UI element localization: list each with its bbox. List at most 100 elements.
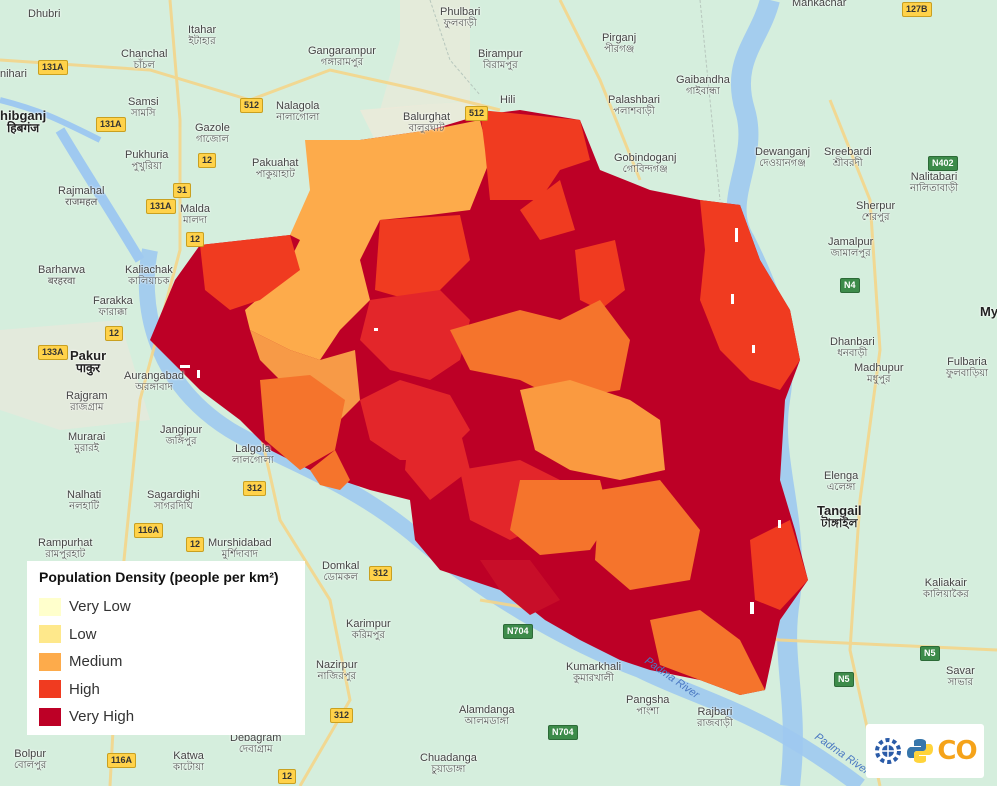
logo-text: CO — [937, 736, 977, 766]
gear-globe-icon — [875, 738, 902, 764]
place-label: Gazole গাজোল — [195, 122, 230, 145]
legend-swatch — [39, 707, 61, 726]
place-label: Pakuahat পাকুয়াহাট — [252, 157, 299, 180]
place-label: Nalagola নালাগোলা — [276, 100, 320, 123]
place-label: Debagram দেবাগ্রাম — [230, 732, 282, 755]
place-label: Lalgola লালগোলা — [232, 443, 274, 466]
place-label: Dewanganj দেওয়ানগঞ্জ — [755, 146, 811, 169]
place-label: Farakka ফারাক্কা — [93, 295, 133, 318]
legend-item: Very Low — [39, 593, 293, 621]
road-shield: N5 — [834, 672, 854, 687]
place-label: Pukhuria পুখুরিয়া — [125, 149, 169, 172]
place-label: Fulbaria ফুলবাড়িয়া — [946, 356, 989, 379]
road-shield: 131A — [146, 199, 176, 214]
place-label: Sreebardi শ্রীবরদী — [824, 146, 872, 169]
road-shield: N402 — [928, 156, 958, 171]
place-label: Gaibandha গাইবান্ধা — [676, 74, 730, 97]
place-label: Madhupur মধুপুর — [854, 362, 904, 385]
place-label: Alamdanga আলমডাঙ্গা — [459, 704, 515, 727]
road-shield: 31 — [173, 183, 192, 198]
legend-item: High — [39, 676, 293, 704]
place-label: Birampur বিরামপুর — [478, 48, 523, 71]
road-shield: 12 — [105, 326, 124, 341]
place-label-major: hibganj हिबगंज — [0, 108, 47, 135]
road-shield: 512 — [240, 98, 264, 113]
legend-swatch — [39, 625, 61, 644]
road-shield: 12 — [186, 232, 205, 247]
place-label: Gangarampur গঙ্গারামপুর — [308, 45, 376, 68]
place-label: Jangipur জঙ্গিপুর — [160, 424, 203, 447]
road-shield: 131A — [38, 60, 68, 75]
map-legend: Population Density (people per km²) Very… — [27, 561, 305, 735]
road-shield: N704 — [503, 624, 533, 639]
road-shield: 312 — [330, 708, 354, 723]
place-label: Pirganj পীরগঞ্জ — [602, 32, 637, 55]
road-shield: 12 — [186, 537, 205, 552]
place-label: Pangsha পাংশা — [626, 694, 670, 717]
place-label: Karimpur করিমপুর — [346, 618, 391, 641]
place-label: Gobindoganj গোবিন্দগঞ্জ — [614, 152, 677, 175]
legend-label: Low — [69, 625, 97, 643]
legend-swatch — [39, 597, 61, 616]
density-layer — [150, 110, 808, 695]
place-label: Mankachar — [792, 0, 847, 9]
place-label: Rampurhat রামপুরহাট — [38, 537, 93, 560]
place-label: Barharwa बरहरवा — [38, 264, 86, 287]
place-label: Rajmahal राजमहल — [58, 185, 105, 208]
place-label: Bolpur বোলপুর — [14, 748, 47, 771]
place-label: Hili — [500, 94, 516, 106]
legend-swatch — [39, 652, 61, 671]
place-label: Jamalpur জামালপুর — [828, 236, 874, 259]
legend-label: High — [69, 680, 100, 698]
place-label: Aurangabad অরঙ্গাবাদ — [124, 370, 184, 393]
place-label: Sagardighi সাগরদিঘি — [147, 489, 200, 512]
road-shield: 512 — [465, 106, 489, 121]
place-label: Nalitabari নালিতাবাড়ী — [910, 171, 959, 194]
logo-badge: CO — [866, 724, 984, 778]
place-label: Sherpur শেরপুর — [856, 200, 896, 223]
road-shield: N704 — [548, 725, 578, 740]
place-label: Kaliakair কালিয়াকৈর — [923, 577, 969, 600]
place-label: Savar সাভার — [946, 665, 975, 688]
legend-item: Low — [39, 621, 293, 649]
place-label: Domkal ডোমকল — [322, 560, 360, 583]
road-shield: 127B — [902, 2, 932, 17]
place-label: Rajgram রাজগ্রাম — [66, 390, 108, 413]
place-label: Nazirpur নাজিরপুর — [316, 659, 358, 682]
place-label: Murarai মুরারই — [68, 431, 106, 454]
legend-label: Very High — [69, 708, 135, 726]
road-shield: 12 — [278, 769, 297, 784]
place-label: Itahar ইটাহার — [188, 24, 217, 47]
place-label: Dhanbari ধনবাড়ী — [830, 336, 875, 359]
legend-item: Very High — [39, 703, 293, 731]
road-shield: 133A — [38, 345, 68, 360]
place-label: Palashbari পলাশবাড়ী — [608, 94, 660, 117]
place-label-major: Tangail টাঙ্গাইল — [817, 503, 862, 530]
road-shield: 12 — [198, 153, 217, 168]
place-label-major: My — [980, 304, 997, 319]
place-label: Rajbari রাজবাড়ী — [697, 706, 733, 729]
place-label: Chanchal চাঁচল — [121, 48, 168, 71]
place-label-fragment: nihari — [0, 68, 27, 80]
legend-label: Very Low — [69, 598, 131, 616]
legend-swatch — [39, 680, 61, 699]
place-label: Kaliachak কালিয়াচক — [125, 264, 173, 287]
place-label: Katwa কাটোয়া — [173, 750, 205, 773]
legend-item: Medium — [39, 648, 293, 676]
place-label-major: Pakur पाकुर — [70, 348, 107, 375]
place-label: Samsi সামসি — [128, 96, 159, 119]
legend-label: Medium — [69, 653, 123, 671]
place-label: Chuadanga চুয়াডাঙ্গা — [420, 752, 477, 775]
place-label: Kumarkhali কুমারখালী — [566, 661, 622, 684]
road-shield: 312 — [369, 566, 393, 581]
road-shield: N4 — [840, 278, 860, 293]
python-logo-icon — [907, 739, 934, 763]
place-label: Phulbari ফুলবাড়ী — [440, 6, 481, 29]
place-label-fragment: Dhubri — [28, 8, 61, 20]
place-label: Nalhati নলহাটি — [67, 489, 102, 512]
road-shield: 116A — [107, 753, 137, 768]
road-shield: 312 — [243, 481, 267, 496]
place-label: Malda মালদা — [180, 203, 210, 226]
road-shield: N5 — [920, 646, 940, 661]
legend-title: Population Density (people per km²) — [39, 569, 279, 585]
